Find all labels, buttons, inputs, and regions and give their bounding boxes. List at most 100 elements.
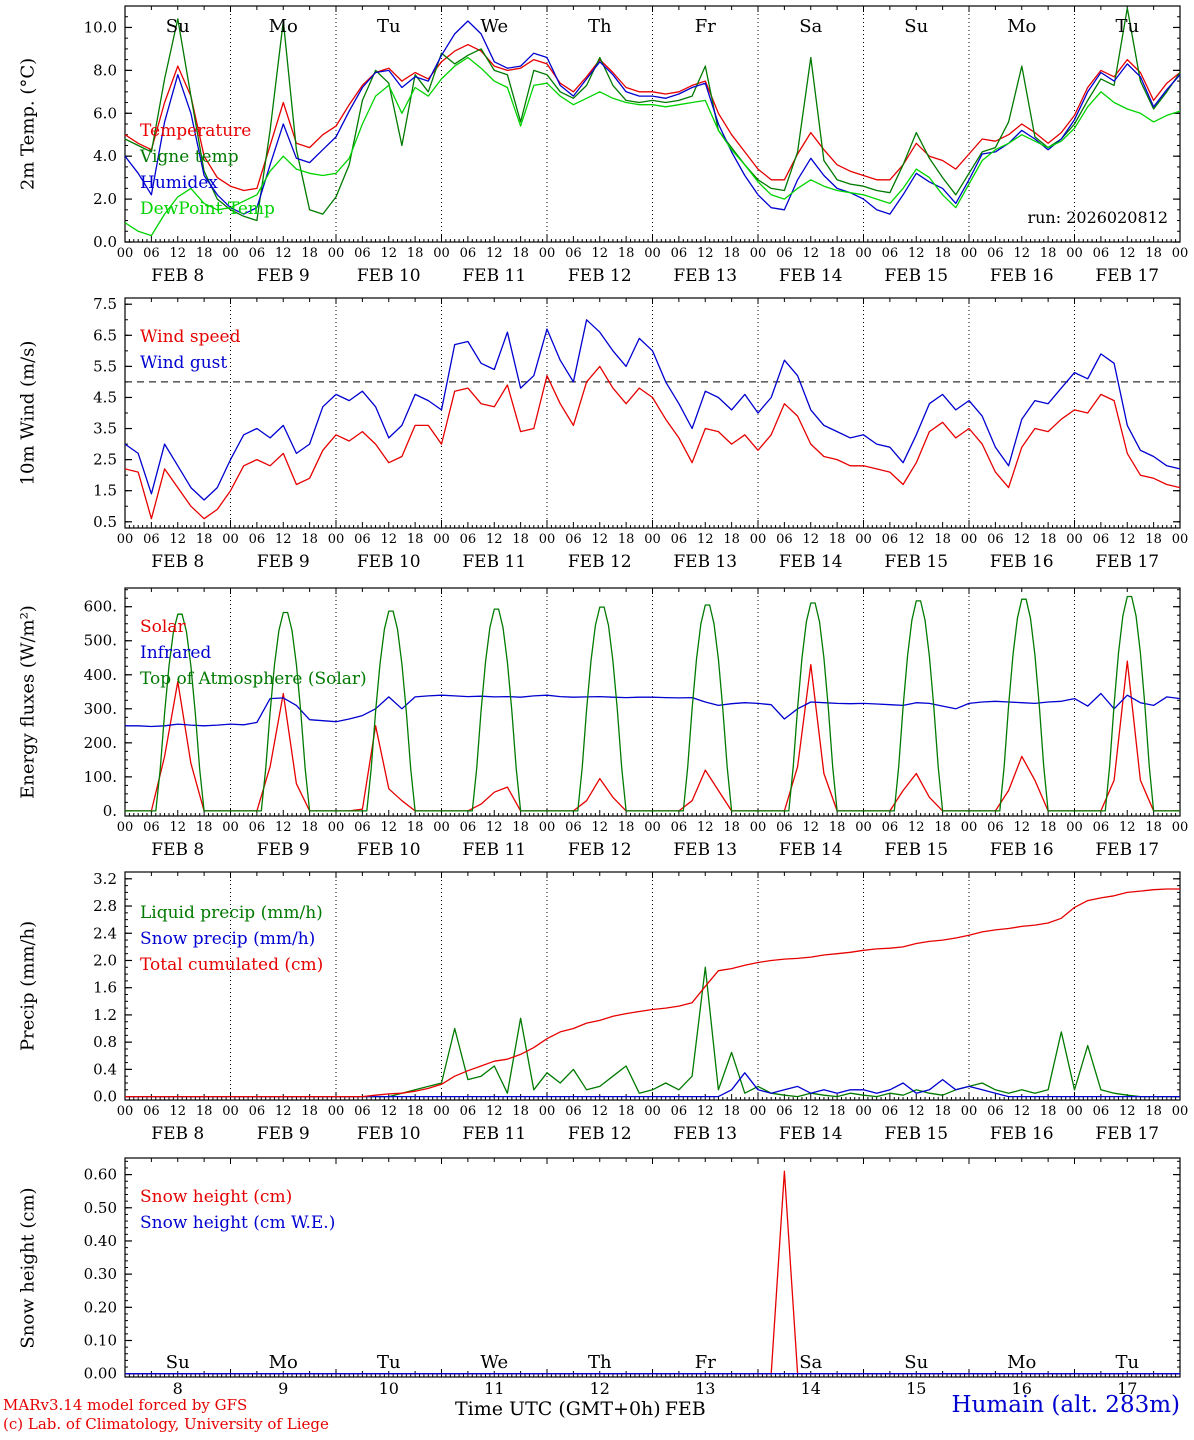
x-tick-label: 12: [697, 1104, 714, 1119]
x-tick-label: 12: [802, 1104, 819, 1119]
x-tick-label: 00: [539, 1104, 556, 1119]
x-tick-label: 00: [644, 532, 661, 547]
x-tick-label: 18: [196, 820, 213, 835]
date-label: FEB 10: [357, 1124, 421, 1144]
weekday-label: Su: [904, 16, 928, 37]
weekday-label: Tu: [1115, 16, 1139, 37]
x-tick-label: 18: [618, 1104, 635, 1119]
x-tick-label: 12: [908, 532, 925, 547]
x-tick-label: 18: [723, 246, 740, 261]
x-tick-label: 12: [380, 532, 397, 547]
day-number-label: 14: [801, 1379, 821, 1398]
x-tick-label: 00: [539, 532, 556, 547]
day-number-label: 13: [695, 1379, 715, 1398]
x-tick-label: 12: [275, 532, 292, 547]
legend-item-dewpoint-temp: DewPoint Temp: [140, 199, 275, 219]
date-label: FEB 11: [462, 266, 526, 286]
credit-block: MARv3.14 model forced by GFS (c) Lab. of…: [3, 1396, 329, 1434]
x-tick-label: 06: [776, 1104, 793, 1119]
x-tick-label: 00: [855, 820, 872, 835]
x-tick-label: 00: [855, 246, 872, 261]
x-tick-label: 12: [1013, 246, 1030, 261]
x-tick-label: 12: [802, 246, 819, 261]
series-line-dewpoint-temp: [124, 56, 1181, 237]
y-tick-label: 0.4: [93, 1060, 117, 1078]
series-line-infrared: [125, 692, 1181, 728]
x-tick-label: 06: [143, 532, 160, 547]
x-tick-label: 12: [380, 246, 397, 261]
x-tick-label: 18: [301, 1104, 318, 1119]
weekday-label: Su: [166, 1352, 190, 1373]
x-tick-label: 00: [117, 246, 134, 261]
x-tick-label: 06: [1093, 1104, 1110, 1119]
x-tick-label: 18: [196, 532, 213, 547]
day-number-label: 9: [278, 1379, 288, 1398]
x-tick-label: 06: [354, 1104, 371, 1119]
legend-item-humidex: Humidex: [140, 173, 218, 193]
date-label: FEB 13: [673, 266, 737, 286]
x-tick-label: 06: [882, 246, 899, 261]
x-tick-label: 12: [275, 820, 292, 835]
y-tick-label: 6.0: [93, 104, 117, 122]
x-tick-label: 18: [1040, 1104, 1057, 1119]
x-tick-label: 18: [196, 246, 213, 261]
x-tick-label: 00: [328, 1104, 345, 1119]
legend-item-vigne-temp: Vigne temp: [140, 147, 239, 167]
x-tick-label: 00: [222, 246, 239, 261]
x-tick-label: 06: [882, 820, 899, 835]
weekday-label: Mo: [1007, 1352, 1036, 1373]
month-label: FEB: [664, 1398, 706, 1420]
day-number-label: 15: [906, 1379, 926, 1398]
x-tick-label: 12: [1119, 1104, 1136, 1119]
y-tick-label: 4.5: [93, 388, 117, 406]
x-tick-label: 00: [117, 1104, 134, 1119]
x-tick-label: 18: [934, 820, 951, 835]
x-tick-label: 18: [512, 1104, 529, 1119]
legend-item-snow-height-we: Snow height (cm W.E.): [140, 1213, 336, 1233]
y-tick-label: 200.: [84, 734, 117, 752]
y-tick-label: 5.5: [93, 357, 117, 375]
x-tick-label: 00: [750, 1104, 767, 1119]
x-tick-label: 18: [829, 820, 846, 835]
x-tick-label: 06: [354, 820, 371, 835]
date-label: FEB 12: [568, 552, 632, 572]
x-tick-label: 00: [328, 820, 345, 835]
x-tick-label: 18: [934, 532, 951, 547]
x-tick-label: 00: [1172, 1104, 1189, 1119]
x-tick-label: 00: [539, 820, 556, 835]
x-tick-label: 00: [855, 532, 872, 547]
x-tick-label: 06: [671, 1104, 688, 1119]
x-tick-label: 12: [169, 1104, 186, 1119]
date-label: FEB 10: [357, 552, 421, 572]
weekday-label: Tu: [377, 1352, 401, 1373]
x-tick-label: 06: [354, 246, 371, 261]
snow-legend: Snow height (cm) Snow height (cm W.E.): [140, 1184, 335, 1236]
date-label: FEB 12: [568, 266, 632, 286]
x-tick-label: 18: [1145, 820, 1162, 835]
x-tick-label: 12: [169, 532, 186, 547]
x-tick-label: 18: [1040, 246, 1057, 261]
x-tick-label: 18: [407, 532, 424, 547]
y-tick-label: 10.0: [84, 18, 117, 36]
time-axis-caption: Time UTC (GMT+0h) FEB: [455, 1398, 706, 1420]
date-label: FEB 17: [1095, 840, 1159, 860]
y-tick-label: 0.0: [93, 1088, 117, 1106]
x-tick-label: 18: [1145, 532, 1162, 547]
x-tick-label: 18: [618, 246, 635, 261]
x-tick-label: 12: [591, 820, 608, 835]
x-tick-label: 06: [987, 1104, 1004, 1119]
day-number-label: 11: [484, 1379, 504, 1398]
day-number-label: 8: [173, 1379, 183, 1398]
date-label: FEB 11: [462, 552, 526, 572]
y-tick-label: 2.0: [93, 190, 117, 208]
weekday-label: Fr: [695, 16, 716, 37]
y-tick-label: 0.10: [84, 1332, 117, 1350]
series-line-wind-gust: [124, 319, 1181, 501]
y-tick-label: 2.0: [93, 951, 117, 969]
weekday-label: Su: [166, 16, 190, 37]
y-tick-label: 3.2: [93, 870, 117, 888]
x-tick-label: 00: [750, 820, 767, 835]
x-tick-label: 18: [934, 1104, 951, 1119]
